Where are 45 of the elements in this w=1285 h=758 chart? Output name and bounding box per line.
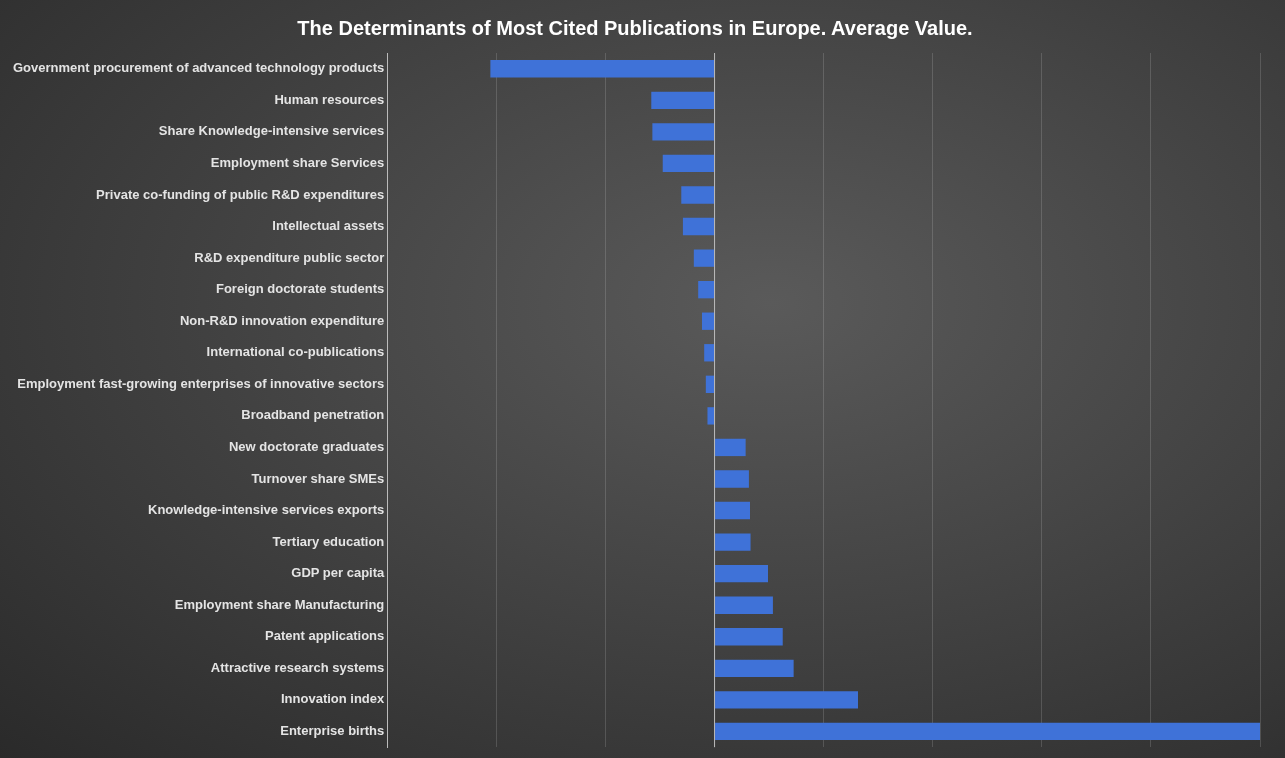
bar <box>702 312 715 330</box>
bar <box>715 596 773 614</box>
y-tick-label: Share Knowledge-intensive services <box>158 123 385 139</box>
y-tick-label: R&D expenditure public sector <box>194 249 385 265</box>
y-tick-label: Foreign doctorate students <box>215 281 385 297</box>
y-tick-label: Patent applications <box>265 628 385 644</box>
y-tick-label: Employment share Manufacturing <box>174 596 385 612</box>
y-tick-label: Non-R&D innovation expenditure <box>179 312 385 328</box>
bar <box>662 154 715 173</box>
bar <box>715 470 749 488</box>
y-tick-label: Human resources <box>274 91 385 107</box>
bar <box>651 91 715 110</box>
bar <box>490 60 715 78</box>
bar <box>698 280 715 299</box>
bar <box>705 375 715 393</box>
bar <box>707 407 715 425</box>
bar <box>715 533 751 551</box>
y-tick-label: Turnover share SMEs <box>251 470 385 486</box>
bar <box>715 564 769 583</box>
bar <box>652 123 715 141</box>
y-tick-label: International co-publications <box>206 344 385 360</box>
y-tick-label: Employment share Services <box>210 155 385 171</box>
bar <box>715 691 858 709</box>
y-tick-label: Private co-funding of public R&D expenditures <box>96 186 385 202</box>
bar <box>693 249 715 267</box>
y-tick-label: Employment fast-growing enterprises of innovative sectors <box>17 375 385 391</box>
y-tick-label: Government procurement of advanced technology products <box>13 60 385 76</box>
y-tick-label: Broadband penetration <box>241 407 385 423</box>
bar <box>715 438 746 457</box>
bar <box>715 722 1260 741</box>
y-tick-label: Innovation index <box>280 691 386 707</box>
y-tick-label: Attractive research systems <box>210 659 385 675</box>
bar <box>715 659 794 677</box>
bar <box>682 217 715 236</box>
bar <box>715 628 783 646</box>
y-tick-label: Knowledge-intensive services exports <box>148 502 385 518</box>
bar <box>704 344 715 362</box>
y-tick-label: Enterprise births <box>280 723 385 738</box>
bar <box>681 186 715 204</box>
y-tick-label: New doctorate graduates <box>228 439 385 455</box>
y-tick-label: Tertiary education <box>272 533 385 549</box>
y-tick-label: Intellectual assets <box>272 218 385 234</box>
y-tick-label: GDP per capita <box>291 565 386 581</box>
chart-title: The Determinants of Most Cited Publications in Europe. Average Value. <box>297 16 973 39</box>
bar <box>715 501 751 520</box>
